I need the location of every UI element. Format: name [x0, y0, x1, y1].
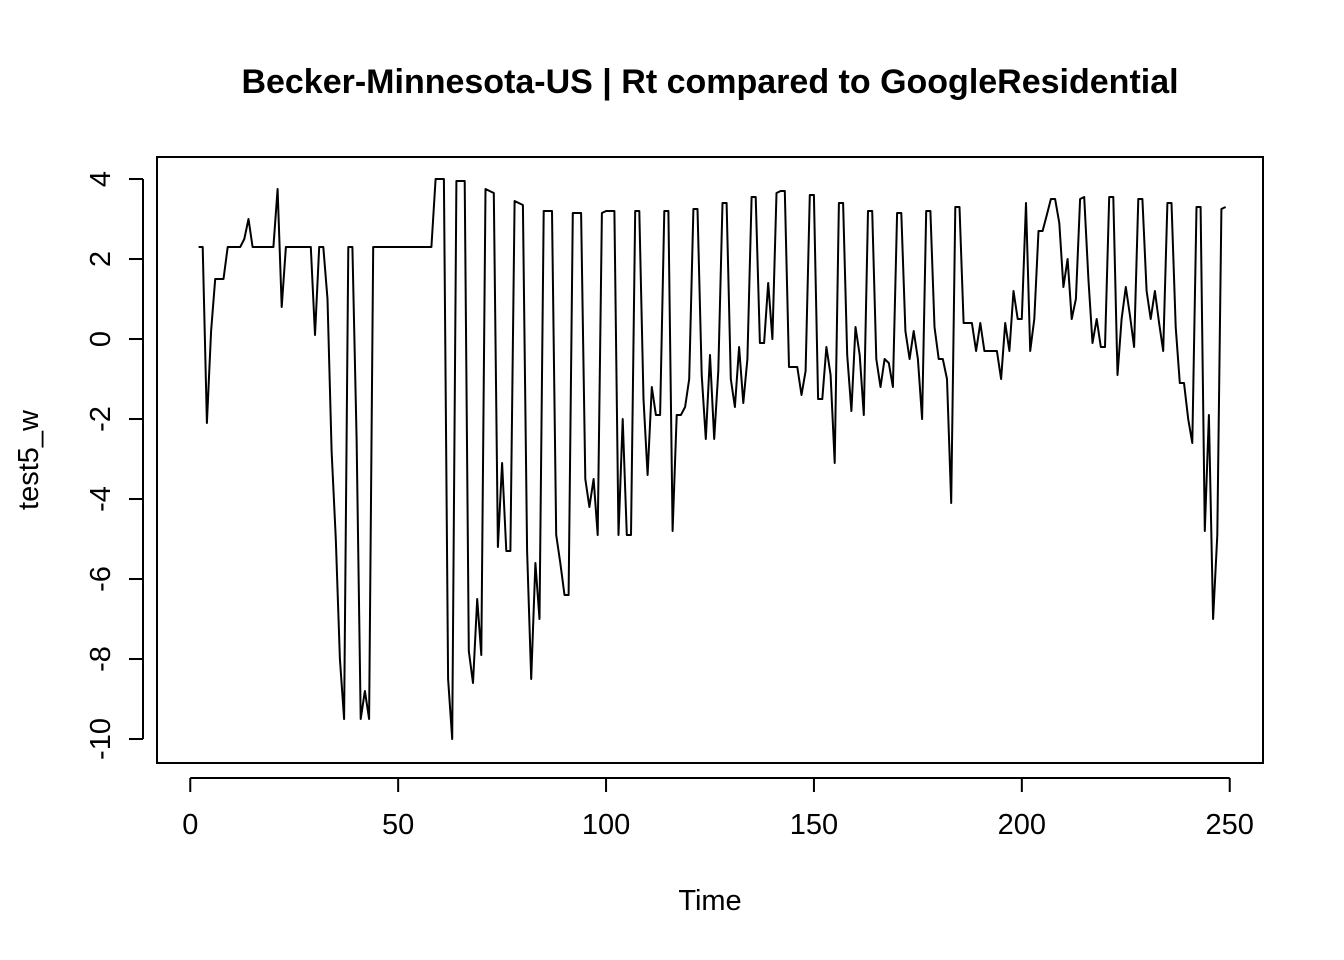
y-tick-label: -4: [85, 486, 117, 512]
chart-title: Becker-Minnesota-US | Rt compared to Goo…: [241, 63, 1178, 101]
x-axis: 0 50 100 150 200 250: [182, 777, 1254, 841]
plot-frame: [156, 156, 1264, 764]
x-tick-label: 100: [582, 809, 630, 841]
y-axis: -10 -8 -6 -4 -2 0 2 4: [85, 171, 144, 760]
y-tick-label: -2: [85, 406, 117, 432]
x-tick-label: 150: [790, 809, 838, 841]
y-tick-label: 4: [85, 171, 117, 187]
x-tick-label: 0: [182, 809, 198, 841]
y-tick-label: -8: [85, 646, 117, 672]
y-axis-label: test5_w: [13, 409, 45, 510]
y-tick-label: -6: [85, 566, 117, 592]
y-tick-label: 2: [85, 251, 117, 267]
x-tick-label: 200: [998, 809, 1046, 841]
x-tick-label: 250: [1206, 809, 1254, 841]
x-axis-label: Time: [678, 885, 741, 917]
y-tick-label: -10: [85, 718, 117, 760]
series-line: [198, 178, 1227, 740]
x-tick-label: 50: [382, 809, 414, 841]
y-tick-label: 0: [85, 331, 117, 347]
